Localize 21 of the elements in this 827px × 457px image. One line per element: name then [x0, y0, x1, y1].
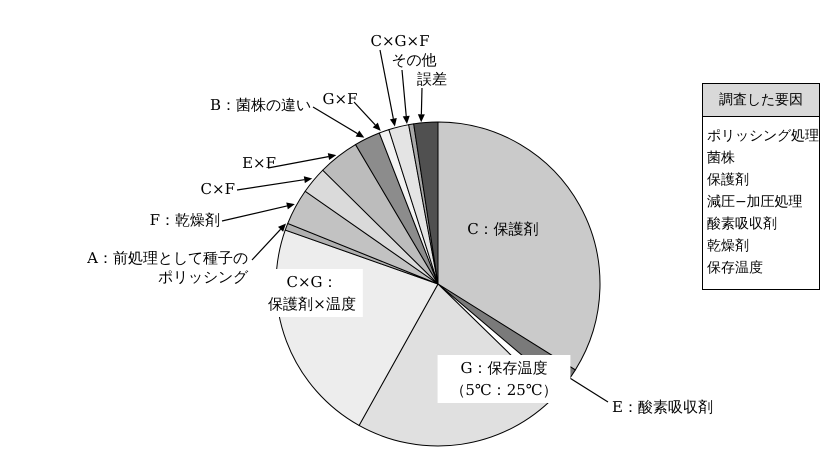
slice-label: G×F [322, 90, 358, 108]
slice-label: その他 [392, 50, 436, 69]
text: 保護剤 [707, 171, 750, 190]
text: 調査した要因 [703, 84, 819, 117]
slice-label: C×F [200, 180, 235, 198]
slice-label: C×G×F [370, 32, 430, 50]
slice-label: F：乾燥剤 [150, 210, 220, 229]
text: 保存温度 [707, 259, 764, 278]
text: 酸素吸収剤 [707, 215, 778, 234]
slice-label: G：保存温度（5℃：25℃） [450, 358, 558, 399]
slice-label: 誤差 [417, 70, 447, 88]
slice-label: E：酸素吸収剤 [612, 398, 713, 416]
slice-label: C：保護剤 [467, 220, 539, 238]
slice-label: C×G：保護剤×温度 [268, 272, 356, 313]
slice-label: B：菌株の違い [210, 96, 311, 114]
text: ポリッシング処理 [707, 127, 819, 146]
text: 菌株 [707, 149, 736, 168]
slice-label: A：前処理として種子のポリッシング [86, 248, 249, 286]
text: 乾燥剤 [707, 237, 750, 256]
text: 減圧−加圧処理 [707, 193, 804, 212]
slice-label: E×F [242, 154, 276, 172]
